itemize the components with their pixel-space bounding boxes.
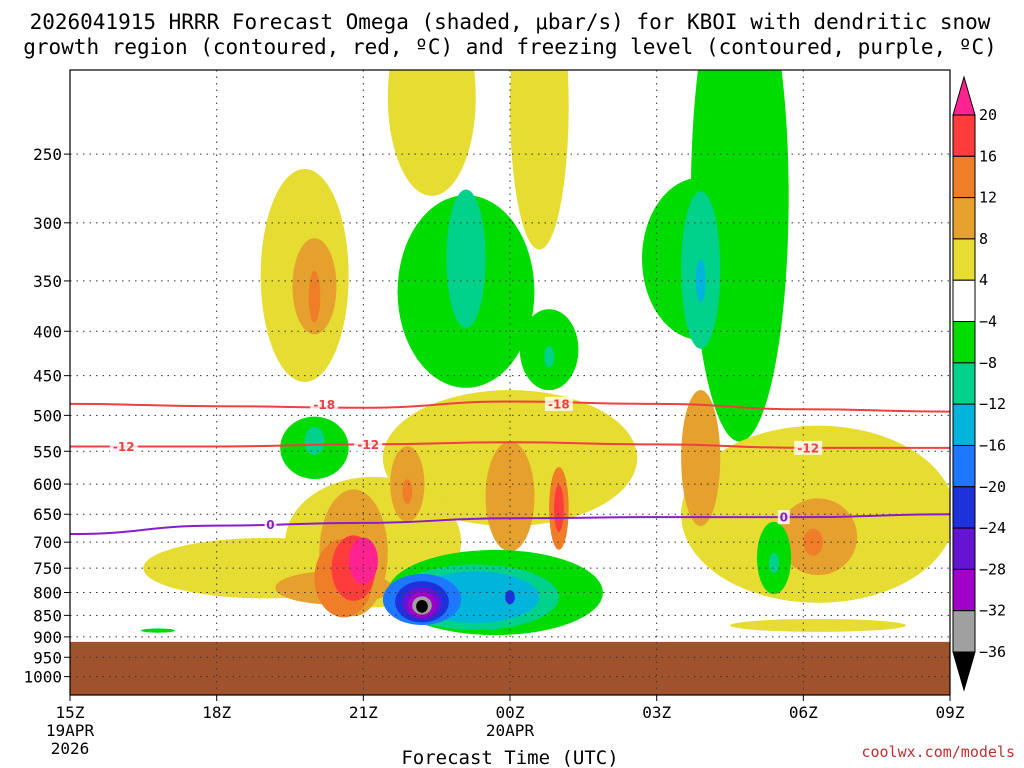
dgz-label-bg-1-0 [109,439,138,454]
omega-region-44 [730,618,906,632]
x-tick-label-9: 00Z [496,703,525,722]
colorbar-label-12: −32 [979,602,1006,620]
colorbar-segment-11 [952,527,976,570]
omega-region-43 [769,552,779,574]
omega-region-8 [544,346,554,368]
y-tick-label-450: 450 [33,367,62,386]
x-tick-label-3: 18Z [202,703,231,722]
y-tick-label-1000: 1000 [23,668,62,687]
y-tick-label-650: 650 [33,505,62,524]
y-axis-ticks: 250 300 350 400 450 500 550 600 650 700 750 800 850 9… [23,145,70,687]
colorbar-segment-10 [952,486,976,529]
x-tick-label-18: 09Z [936,703,965,722]
colorbar-top-triangle [952,75,976,116]
dgz-contour-label-1-1: -12 [357,438,379,452]
colorbar-bottom-triangle [952,651,976,692]
colorbar-segment-5 [952,279,976,323]
y-tick-label-250: 250 [33,145,62,164]
colorbar-label-1: 16 [979,147,997,165]
colorbar-label-13: −36 [979,643,1006,661]
colorbar-segment-2 [952,155,976,199]
y-tick-label-300: 300 [33,214,62,233]
freezing-label-bg-0-1 [777,510,790,525]
omega-region-3 [387,70,476,196]
colorbar-segment-6 [952,321,976,364]
y-tick-label-550: 550 [33,442,62,461]
omega-region-24 [402,479,413,504]
freezing-label-bg-0-0 [264,517,277,532]
dgz-label-bg-1-2 [794,440,823,455]
colorbar-label-6: −8 [979,354,997,372]
colorbar-segment-4 [952,238,976,281]
y-tick-label-500: 500 [33,406,62,425]
y-tick-label-750: 750 [33,559,62,578]
y-tick-label-950: 950 [33,648,62,667]
dgz-label-bg-0-1 [544,396,573,411]
colorbar-segment-7 [952,362,976,405]
y-tick-label-350: 350 [33,272,62,291]
x-tick-date-9: 20APR [486,721,535,740]
omega-region-36 [416,600,428,613]
x-tick-date-0: 19APR [46,721,95,740]
omega-region-6 [446,189,486,329]
y-tick-label-700: 700 [33,533,62,552]
grid-lines [70,70,950,695]
colorbar-label-7: −12 [979,395,1006,413]
y-tick-label-800: 800 [33,584,62,603]
dgz-label-bg-0-0 [310,397,339,412]
colorbar-segment-9 [952,444,976,488]
y-tick-label-400: 400 [33,322,62,341]
x-axis-label: Forecast Time (UTC) [401,747,618,768]
colorbar: 20 16 12 8 4 −4 −8 −12 −16 −20 −24 −28 −32 −36 [952,75,1006,692]
omega-region-41 [803,528,823,556]
y-tick-label-900: 900 [33,628,62,647]
x-tick-label-12: 03Z [642,703,671,722]
temperature-contours: -18 -18 -12 -12 -12 0 0 [70,396,950,536]
colorbar-segment-8 [952,403,976,446]
omega-region-4 [510,70,569,250]
dgz-contour-label-1-2: -12 [797,441,819,455]
colorbar-segment-1 [952,114,976,157]
omega-region-25 [485,441,535,552]
x-tick-label-6: 21Z [349,703,378,722]
y-tick-label-850: 850 [33,606,62,625]
omega-region-10 [690,70,789,442]
dgz-label-bg-1-1 [354,437,383,452]
x-tick-year-0: 2026 [51,739,90,758]
omega-shading [140,70,950,636]
colorbar-label-0: 20 [979,106,997,124]
colorbar-label-5: −4 [979,313,997,331]
freezing-contour-label-0-0: 0 [266,518,274,532]
dgz-contour-label-0-0: -18 [313,398,335,412]
x-tick-label-0: 15Z [56,703,85,722]
colorbar-label-9: −20 [979,478,1006,496]
dgz-contour-0 [70,400,950,413]
dgz-contour-label-0-1: -18 [548,397,570,411]
credit-text: coolwx.com/models [861,743,1015,761]
omega-region-22 [348,537,379,584]
colorbar-label-4: 4 [979,271,988,289]
colorbar-segment-3 [952,197,976,240]
chart-title-line-2: growth region (contoured, red, ºC) and f… [23,35,997,59]
omega-region-45 [140,628,176,633]
omega-region-14 [304,426,325,455]
x-tick-label-15: 06Z [789,703,818,722]
freezing-contour-0 [70,513,950,536]
y-tick-label-600: 600 [33,475,62,494]
colorbar-label-11: −28 [979,560,1006,578]
colorbar-label-3: 8 [979,230,988,248]
colorbar-segment-12 [952,568,976,612]
dgz-contour-label-1-0: -12 [113,440,135,454]
colorbar-label-2: 12 [979,189,997,207]
colorbar-segment-13 [952,610,976,653]
omega-region-2 [308,270,321,323]
omega-region-27 [554,484,564,532]
colorbar-label-10: −24 [979,519,1006,537]
chart-title-line-1: 2026041915 HRRR Forecast Omega (shaded, … [30,10,991,34]
colorbar-label-8: −16 [979,436,1006,454]
omega-region-39 [681,390,721,527]
freezing-contour-label-0-1: 0 [780,511,788,525]
